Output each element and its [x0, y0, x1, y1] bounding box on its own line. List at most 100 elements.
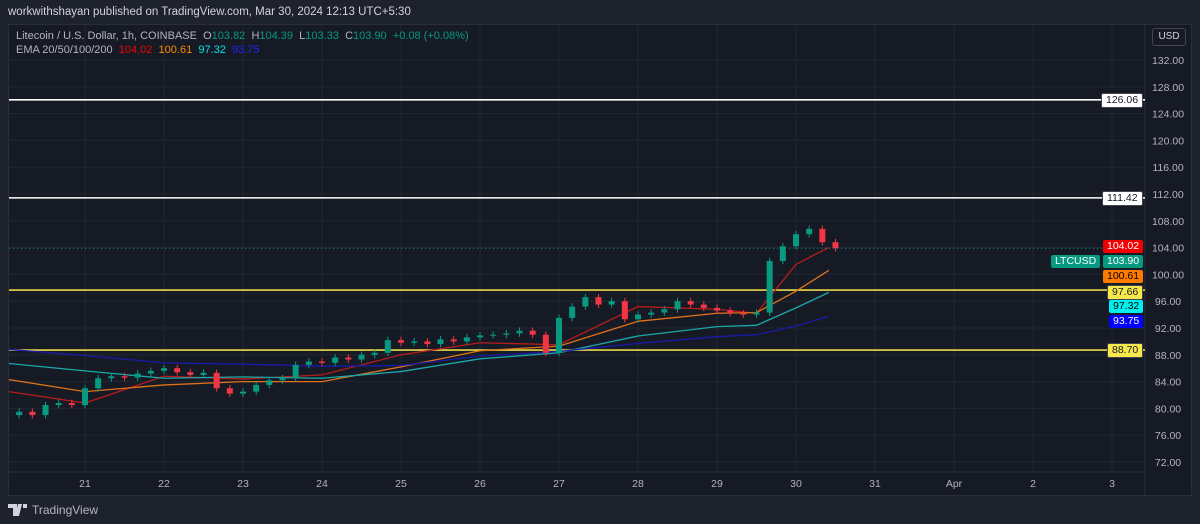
x-tick-label: Apr — [946, 478, 963, 490]
x-tick-label: 27 — [553, 478, 565, 490]
x-tick-label: 21 — [79, 478, 91, 490]
ema-legend: EMA 20/50/100/200 104.02 100.61 97.32 93… — [16, 44, 260, 56]
y-tick-label: 116.00 — [1152, 162, 1183, 174]
x-tick-label: 26 — [474, 478, 486, 490]
x-tick-label: 24 — [316, 478, 328, 490]
ema-price-label: 93.75 — [1109, 315, 1144, 329]
y-tick-label: 100.00 — [1152, 269, 1184, 281]
y-tick-label: 104.00 — [1152, 243, 1184, 255]
candle-body — [450, 339, 457, 342]
y-tick-label: 132.00 — [1152, 55, 1184, 67]
candle-body — [542, 334, 549, 353]
y-tick-label: 108.00 — [1152, 216, 1184, 228]
candle-body — [582, 297, 589, 307]
ema-price-label: 100.61 — [1103, 270, 1144, 284]
candle-body — [134, 373, 141, 378]
candle-body — [332, 357, 339, 363]
level-price-label: 97.66 — [1107, 285, 1144, 301]
candle-body — [279, 378, 286, 381]
candle-body — [42, 405, 49, 416]
candle-body — [793, 234, 799, 247]
candle-body — [253, 384, 260, 392]
ema20-line — [8, 246, 830, 404]
ema200-line — [8, 315, 830, 367]
candle-body — [608, 301, 615, 305]
level-price-label: 88.70 — [1107, 343, 1144, 359]
x-tick-label: 23 — [237, 478, 249, 490]
candle-body — [82, 388, 88, 406]
low-value: 103.33 — [305, 30, 339, 42]
brand-name: TradingView — [32, 503, 99, 517]
x-tick-label: 30 — [790, 478, 802, 490]
ema-price-label: 97.32 — [1109, 300, 1144, 314]
ema50-value: 100.61 — [158, 44, 193, 56]
candle-body — [556, 317, 562, 353]
candle-body — [700, 304, 707, 308]
x-tick-label: 3 — [1109, 478, 1115, 490]
candle-body — [661, 309, 668, 313]
candle-body — [16, 411, 23, 416]
candle-body — [674, 301, 681, 310]
candle-body — [569, 306, 576, 318]
candle-body — [305, 361, 312, 365]
publisher-info: workwithshayan published on TradingView.… — [8, 6, 411, 18]
y-tick-label: 120.00 — [1152, 135, 1184, 147]
last-price-label: 103.90 — [1103, 255, 1144, 269]
candle-body — [358, 354, 365, 360]
level-price-label: 111.42 — [1102, 190, 1143, 206]
candle-body — [806, 228, 813, 235]
close-value: 103.90 — [353, 30, 387, 42]
candle-body — [832, 242, 839, 249]
candle-body — [226, 388, 233, 394]
ema-label: EMA 20/50/100/200 — [16, 44, 113, 56]
open-value: 103.82 — [211, 30, 246, 42]
candle-body — [187, 372, 194, 375]
x-tick-label: 22 — [158, 478, 170, 490]
y-tick-label: 76.00 — [1155, 430, 1181, 442]
candle-body — [503, 333, 510, 335]
candle-body — [648, 312, 655, 315]
candle-body — [621, 301, 628, 320]
candle-body — [490, 334, 497, 336]
candle-body — [463, 337, 470, 342]
currency-button[interactable]: USD — [1152, 28, 1186, 46]
x-tick-label: 2 — [1030, 478, 1036, 490]
candle-body — [161, 368, 167, 371]
candle-body — [371, 352, 378, 355]
y-tick-label: 128.00 — [1152, 82, 1184, 94]
y-tick-label: 96.00 — [1155, 296, 1181, 308]
candle-body — [595, 297, 602, 305]
high-value: 104.39 — [259, 30, 294, 42]
candle-body — [200, 372, 207, 375]
candle-body — [29, 411, 36, 416]
candle-body — [240, 391, 246, 394]
x-tick-label: 28 — [632, 478, 644, 490]
candle-body — [384, 340, 391, 353]
candle-body — [147, 370, 154, 374]
tradingview-logo: TradingView — [8, 503, 98, 517]
candle-body — [635, 314, 641, 320]
chart-pane[interactable] — [8, 24, 1192, 496]
candle-body — [68, 403, 75, 406]
candle-body — [411, 341, 418, 343]
ema200-value: 93.75 — [231, 44, 260, 56]
candle-body — [213, 372, 220, 389]
candle-body — [727, 310, 734, 314]
candle-body — [819, 228, 826, 243]
y-tick-label: 72.00 — [1155, 457, 1181, 469]
candle-body — [714, 307, 720, 311]
candle-body — [95, 378, 102, 389]
candle-body — [319, 361, 325, 363]
symbol-legend: Litecoin / U.S. Dollar, 1h, COINBASE O10… — [16, 30, 469, 42]
candle-body — [779, 246, 786, 261]
x-tick-label: 25 — [395, 478, 407, 490]
candle-body — [424, 341, 431, 345]
candle-body — [516, 330, 523, 334]
candle-body — [766, 261, 773, 313]
candle-body — [345, 357, 352, 360]
ema100-value: 97.32 — [198, 44, 226, 56]
tradingview-logo-icon — [8, 504, 27, 516]
candle-body — [108, 376, 115, 379]
candle-body — [687, 301, 694, 305]
